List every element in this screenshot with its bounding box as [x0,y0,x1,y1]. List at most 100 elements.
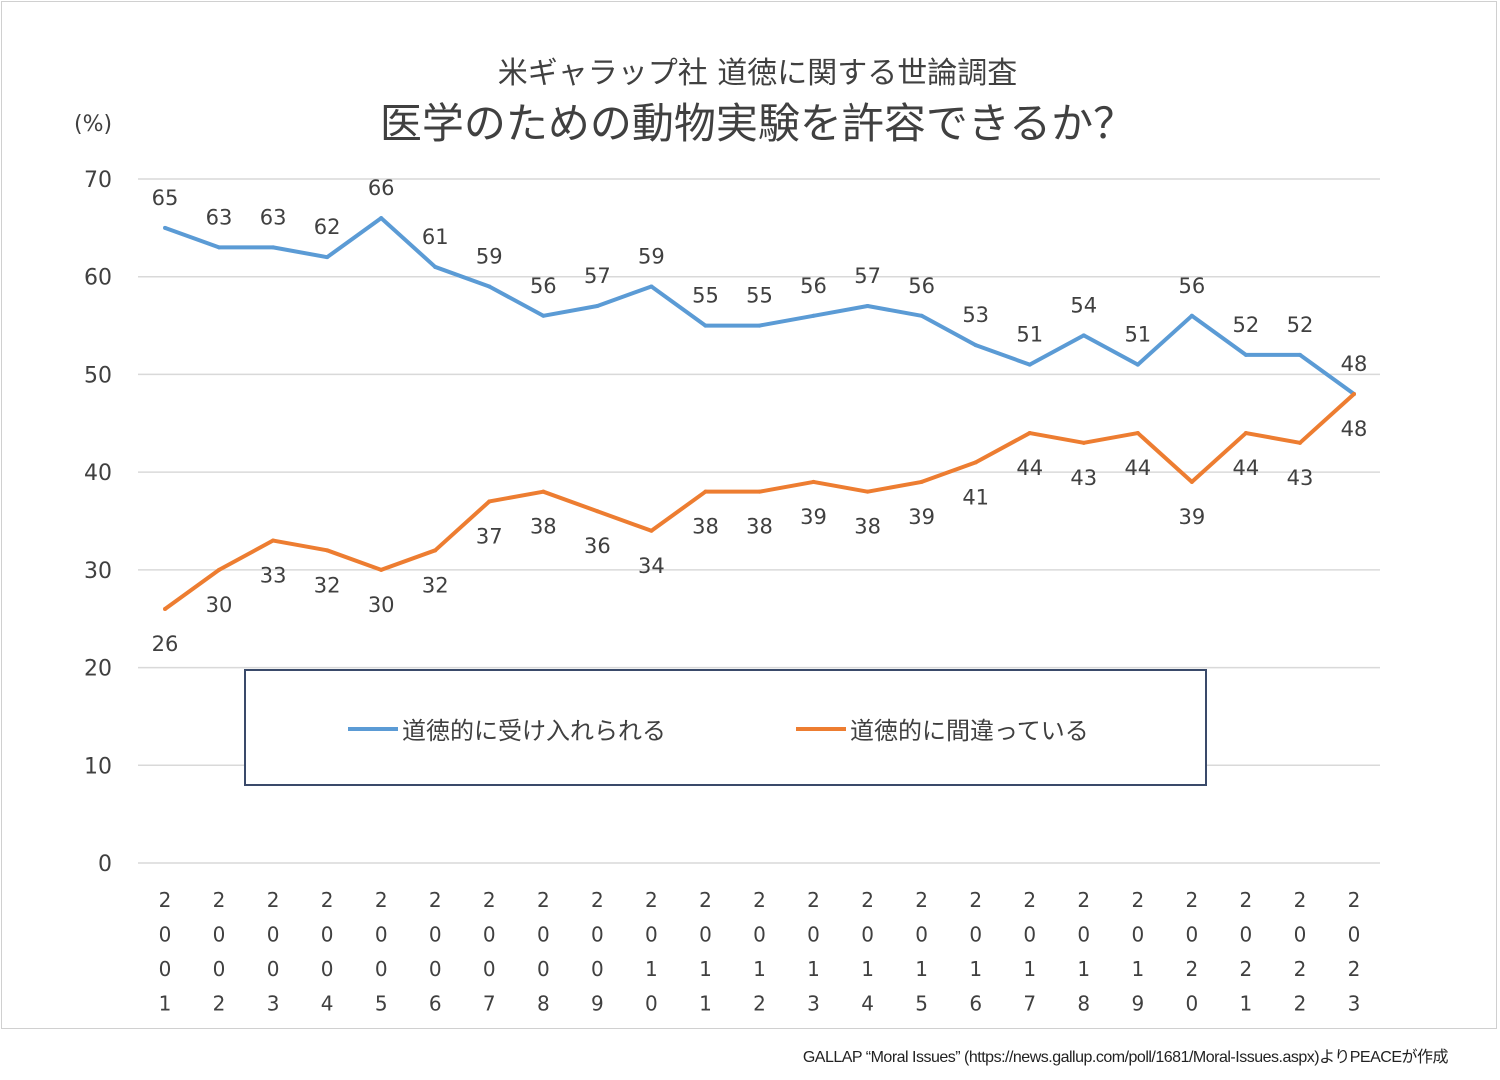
data-label: 56 [1178,274,1205,298]
legend: 道徳的に受け入れられる 道徳的に間違っている [244,669,1207,786]
data-point [217,245,222,250]
data-point [649,284,654,289]
data-point [703,323,708,328]
data-label: 56 [800,274,827,298]
chart-title: 医学のための動物実験を許容できるか？ [379,99,1136,148]
data-label: 30 [368,593,395,617]
y-tick-label: 40 [84,461,112,486]
data-label: 38 [530,515,557,539]
data-label: 32 [422,573,449,597]
data-point [757,489,762,494]
data-point [919,313,924,318]
data-point [865,489,870,494]
data-point [1189,479,1194,484]
data-point [595,509,600,514]
data-point [1189,313,1194,318]
data-label: 56 [908,274,935,298]
y-tick-label: 10 [84,754,112,779]
y-tick-label: 0 [98,852,112,877]
data-label: 34 [638,554,665,578]
legend-item-wrong: 道徳的に間違っている [796,711,1089,746]
data-label: 33 [260,564,287,588]
data-point [595,304,600,309]
data-label: 30 [206,593,233,617]
data-label: 39 [800,505,827,529]
data-point [325,548,330,553]
data-label: 63 [206,205,233,229]
data-point [757,323,762,328]
series-line-2 [163,392,1356,611]
y-tick-label: 70 [84,168,112,193]
y-tick-label: 30 [84,559,112,584]
data-label: 38 [692,515,719,539]
data-point [1243,431,1248,436]
data-point [1243,352,1248,357]
data-label: 38 [746,515,773,539]
data-label: 59 [476,244,503,268]
y-tick-label: 20 [84,657,112,682]
chart-subtitle: 米ギャラップ社 道徳に関する世論調査 [497,56,1018,91]
source-note: GALLAP “Moral Issues” (https://news.gall… [802,1049,1449,1066]
data-label: 52 [1233,313,1260,337]
data-point [379,216,384,221]
data-label: 55 [746,284,773,308]
data-point [973,343,978,348]
data-point [271,538,276,543]
data-point [1027,362,1032,367]
data-label: 66 [368,176,395,200]
data-label: 38 [854,515,881,539]
y-axis-unit: (%) [74,112,113,137]
data-label: 48 [1341,417,1368,441]
data-point [433,264,438,269]
data-point [1135,362,1140,367]
data-label: 32 [314,573,341,597]
data-label: 56 [530,274,557,298]
data-label: 36 [584,534,611,558]
data-label: 44 [1016,456,1043,480]
data-point [649,528,654,533]
data-label: 59 [638,244,665,268]
data-point [1297,352,1302,357]
data-label: 43 [1287,466,1314,490]
data-point [1297,440,1302,445]
data-point [487,284,492,289]
data-label: 61 [422,225,449,249]
data-label: 44 [1124,456,1151,480]
data-point [919,479,924,484]
data-label: 43 [1070,466,1097,490]
data-point [703,489,708,494]
data-label: 65 [152,186,179,210]
data-label: 37 [476,524,503,548]
data-label: 44 [1233,456,1260,480]
data-point [1352,391,1356,396]
legend-label: 道徳的に間違っている [850,717,1089,745]
data-point [973,460,978,465]
data-label: 51 [1124,323,1151,347]
data-point [379,567,384,572]
data-point [1027,431,1032,436]
legend-item-acceptable: 道徳的に受け入れられる [348,711,666,746]
data-label: 48 [1341,352,1368,376]
data-point [811,313,816,318]
legend-swatch [348,726,398,731]
data-label: 57 [584,264,611,288]
data-label: 63 [260,205,287,229]
data-label: 39 [1178,505,1205,529]
